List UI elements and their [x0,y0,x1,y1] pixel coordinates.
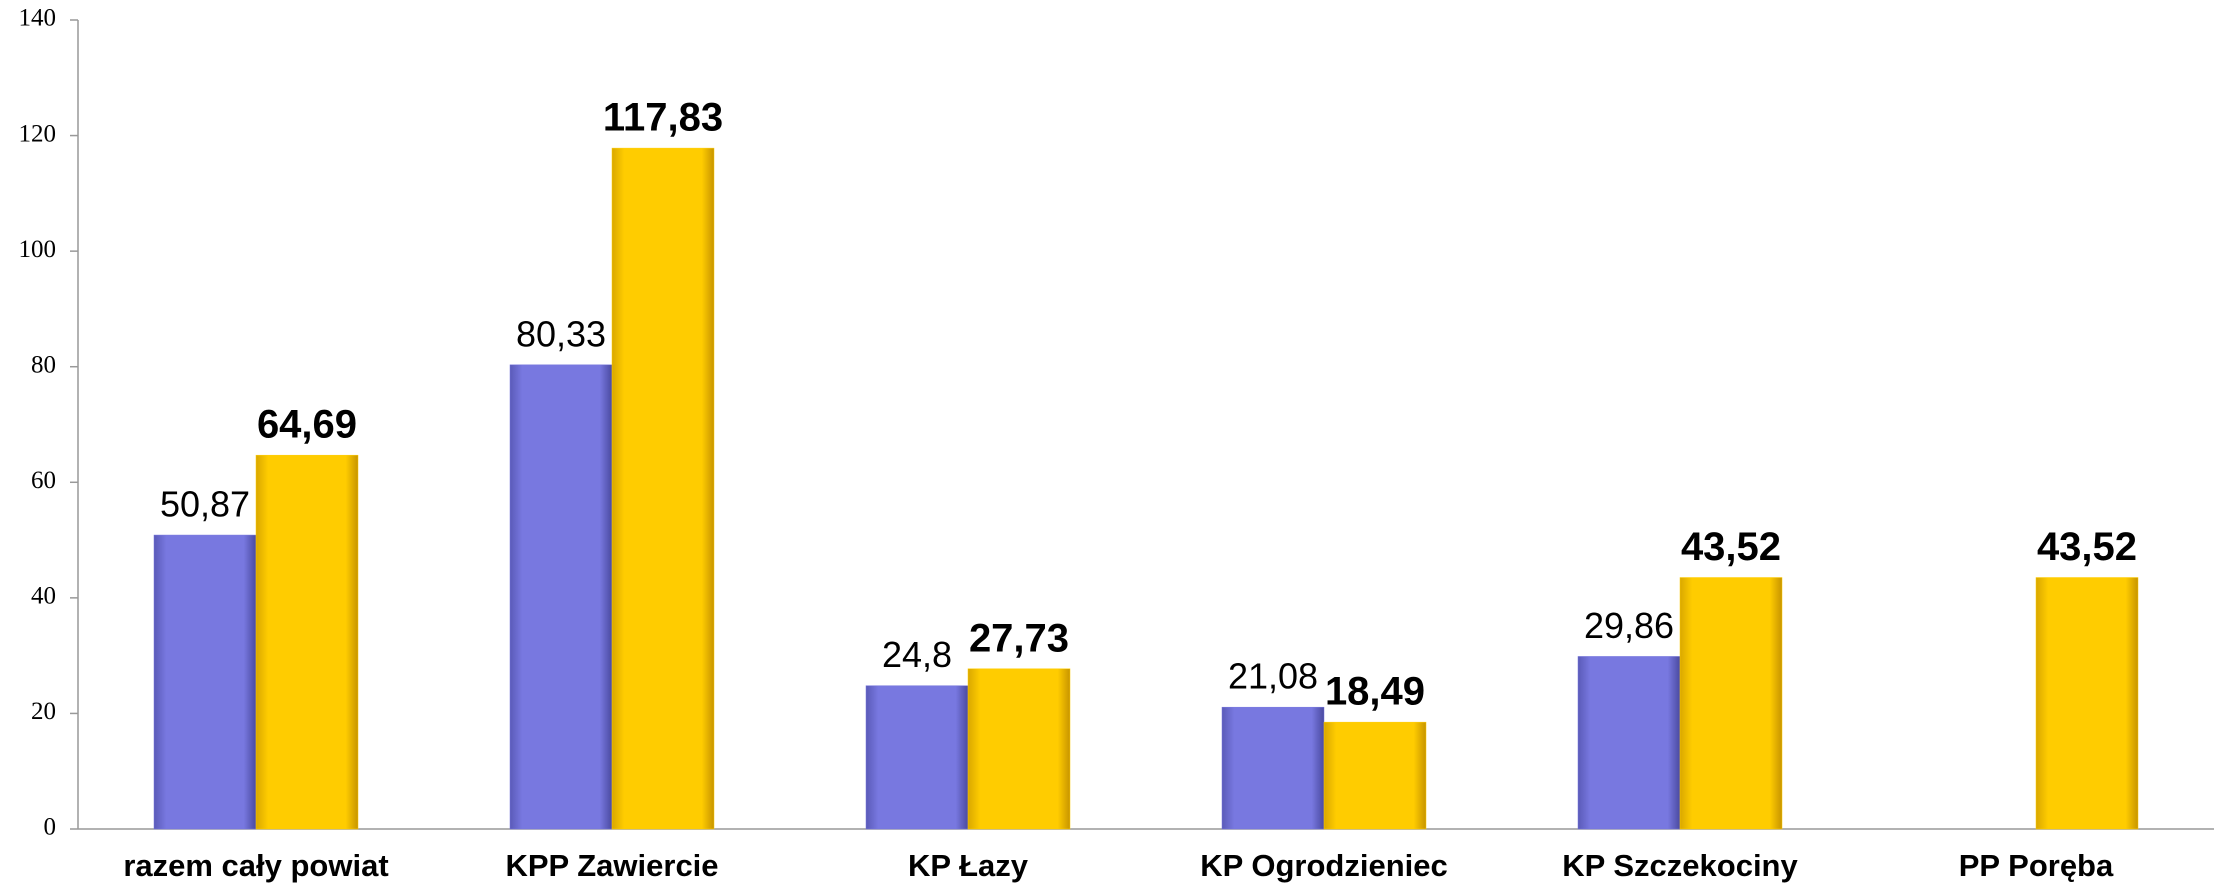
y-tick-label: 120 [19,120,57,147]
bar [1679,577,1783,830]
y-tick-label: 20 [31,698,56,725]
y-tick-label: 0 [44,814,57,841]
value-label: 117,83 [603,96,723,140]
value-label: 64,69 [257,403,357,447]
x-tick-label: KP Łazy [908,848,1029,883]
bar [865,685,969,830]
bar [2035,577,2139,830]
value-label: 27,73 [969,616,1069,660]
x-tick-label: razem cały powiat [123,848,388,883]
y-tick-label: 80 [31,351,56,378]
y-tick-label: 40 [31,583,56,610]
bar [1221,706,1325,830]
value-label: 18,49 [1325,670,1425,714]
y-tick-label: 100 [19,236,57,263]
x-tick-label: KP Szczekociny [1562,848,1798,883]
x-tick-label: KPP Zawiercie [505,848,718,883]
x-tick-label: PP Poręba [1959,848,2114,883]
value-label: 80,33 [516,313,606,354]
bar [1323,721,1427,830]
bar [153,534,257,830]
y-tick-label: 60 [31,467,56,494]
bar [611,147,715,830]
value-label: 29,86 [1584,605,1674,646]
bar [255,454,359,830]
value-label: 50,87 [160,484,250,525]
value-label: 43,52 [1681,525,1781,569]
y-tick-label: 140 [19,5,57,32]
value-label: 24,8 [882,634,952,675]
bar [509,364,613,830]
bar [1577,656,1681,830]
value-label: 21,08 [1228,656,1318,697]
value-label: 43,52 [2037,525,2137,569]
bar [967,668,1071,830]
x-tick-label: KP Ogrodzieniec [1200,848,1448,883]
